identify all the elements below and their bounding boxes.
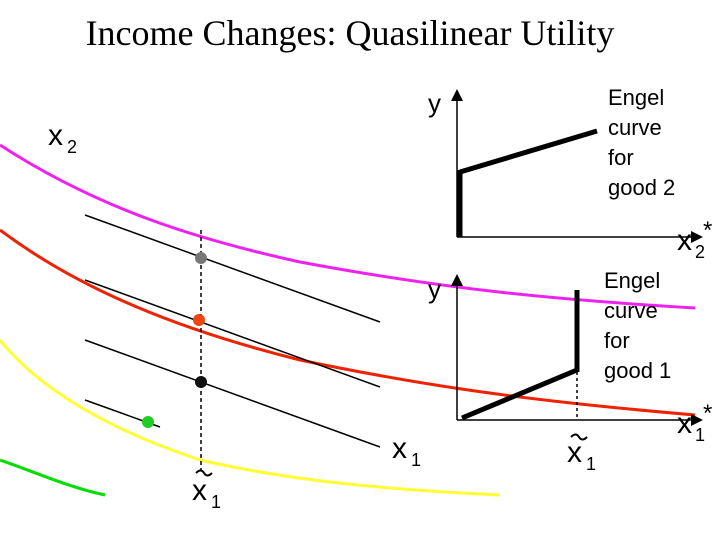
engel-good2-y-label: y bbox=[428, 88, 441, 118]
engel-good2-caption: Engel curve for good 2 bbox=[608, 85, 675, 200]
engel-good2-sloped-segment bbox=[459, 128, 598, 175]
svg-text:1: 1 bbox=[586, 454, 596, 474]
optimal-point-gray bbox=[195, 252, 207, 264]
budget-line bbox=[84, 279, 381, 388]
engel-good2-panel: y x 2 * Engel curve for good 2 bbox=[428, 85, 712, 262]
budget-line bbox=[84, 339, 381, 448]
indifference-curve-magenta bbox=[0, 143, 696, 310]
optimal-point-black bbox=[195, 376, 207, 388]
svg-text:x: x bbox=[48, 119, 63, 152]
engel-good1-sloped-segment bbox=[461, 367, 578, 421]
engel-good1-x-label: x 1 * bbox=[677, 400, 712, 445]
svg-text:x: x bbox=[192, 474, 207, 507]
slide-title: Income Changes: Quasilinear Utility bbox=[86, 13, 615, 53]
svg-text:*: * bbox=[703, 217, 712, 244]
indifference-curve-yellow bbox=[0, 339, 501, 497]
main-y-axis-label: x 2 bbox=[48, 119, 77, 157]
svg-text:1: 1 bbox=[695, 425, 705, 445]
svg-text:2: 2 bbox=[67, 137, 77, 157]
optimal-point-red bbox=[193, 314, 205, 326]
indifference-curve-red bbox=[0, 228, 696, 417]
svg-text:x: x bbox=[677, 407, 692, 440]
engel-good1-caption: Engel curve for good 1 bbox=[604, 268, 671, 383]
svg-text:2: 2 bbox=[695, 242, 705, 262]
engel-good1-x1-tilde-label: x 1 bbox=[567, 433, 596, 474]
svg-text:x: x bbox=[567, 436, 582, 469]
svg-text:x: x bbox=[392, 432, 407, 465]
engel-good2-x-label: x 2 * bbox=[677, 217, 712, 262]
svg-text:1: 1 bbox=[411, 450, 421, 470]
main-x1-tilde-label: x 1 bbox=[192, 469, 221, 512]
svg-text:x: x bbox=[677, 224, 692, 257]
engel-good1-panel: y x 1 * x 1 Engel curve for good 1 bbox=[428, 268, 712, 474]
indifference-curve-green bbox=[0, 458, 106, 497]
svg-text:*: * bbox=[703, 400, 712, 427]
svg-text:1: 1 bbox=[211, 492, 221, 512]
engel-good1-y-label: y bbox=[428, 274, 441, 304]
budget-line bbox=[84, 214, 381, 323]
optimal-point-green bbox=[142, 416, 154, 428]
main-x-axis-label: x 1 bbox=[392, 432, 421, 470]
